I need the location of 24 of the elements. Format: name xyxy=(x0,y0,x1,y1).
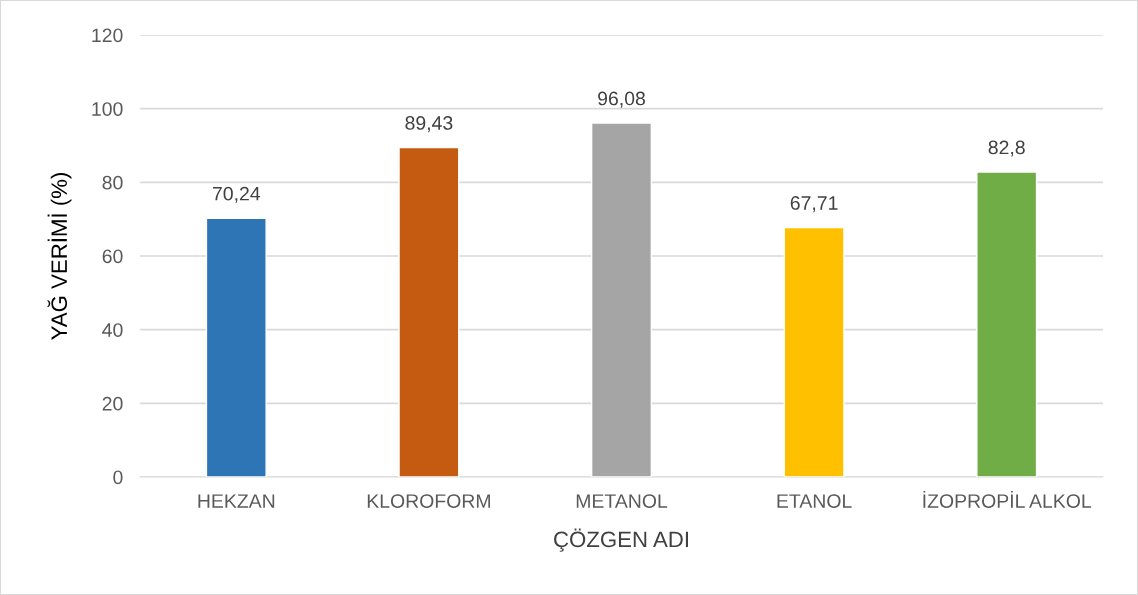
data-label: 89,43 xyxy=(405,116,453,133)
y-tick-label: 60 xyxy=(102,249,123,264)
y-tick-label: 80 xyxy=(102,175,123,190)
bar xyxy=(590,122,653,477)
x-axis-title: ÇÖZGEN ADI xyxy=(554,528,688,552)
data-label: 70,24 xyxy=(212,186,261,203)
x-tick-label: ETANOL xyxy=(777,494,852,508)
data-label: 96,08 xyxy=(598,91,645,108)
data-label: 82,8 xyxy=(988,140,1025,157)
x-tick-label: METANOL xyxy=(576,494,668,508)
y-tick-label: 0 xyxy=(113,470,123,485)
y-tick-label: 20 xyxy=(102,396,123,411)
y-axis-title: YAĞ VERİMİ (%) xyxy=(47,173,72,340)
y-tick-label: 100 xyxy=(92,102,123,116)
data-label: 67,71 xyxy=(790,196,838,213)
bar xyxy=(398,146,460,477)
y-tick-label: 40 xyxy=(102,323,123,337)
bar xyxy=(205,217,267,477)
bar xyxy=(976,171,1038,477)
x-tick-label: HEKZAN xyxy=(198,494,275,508)
x-tick-label: KLOROFORM xyxy=(367,494,490,508)
x-tick-label: İZOPROPİL ALKOL xyxy=(923,490,1092,508)
bar xyxy=(783,226,845,477)
y-tick-label: 120 xyxy=(92,28,123,43)
